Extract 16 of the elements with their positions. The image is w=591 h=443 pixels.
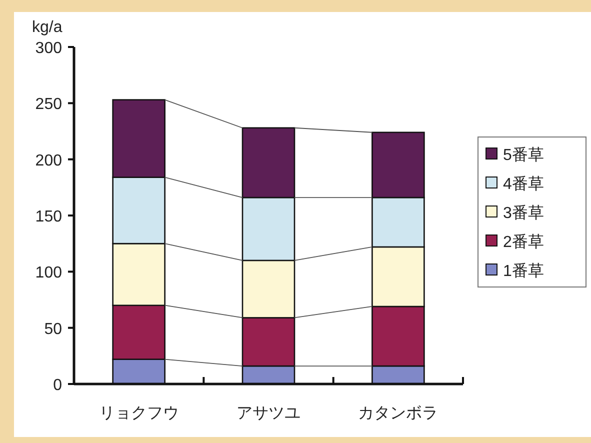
- x-tick-label: アサツユ: [236, 405, 300, 422]
- legend-label: 3番草: [503, 204, 544, 222]
- legend-label: 1番草: [503, 262, 544, 280]
- y-tick-label: 150: [35, 208, 62, 226]
- y-tick-label: 250: [35, 96, 62, 114]
- legend-label: 4番草: [503, 175, 544, 193]
- y-tick-label: 100: [35, 264, 62, 282]
- x-tick-label: カタンボラ: [358, 405, 438, 422]
- y-tick-label: 50: [44, 320, 62, 338]
- y-tick-label: 200: [35, 152, 62, 170]
- y-tick-label: 0: [53, 377, 62, 394]
- y-tick-label: 300: [35, 40, 62, 57]
- legend-label: 5番草: [503, 146, 544, 164]
- x-tick-label: リョクフウ: [98, 405, 179, 422]
- legend-label: 2番草: [503, 233, 544, 251]
- y-axis-title: kg/a: [32, 19, 62, 36]
